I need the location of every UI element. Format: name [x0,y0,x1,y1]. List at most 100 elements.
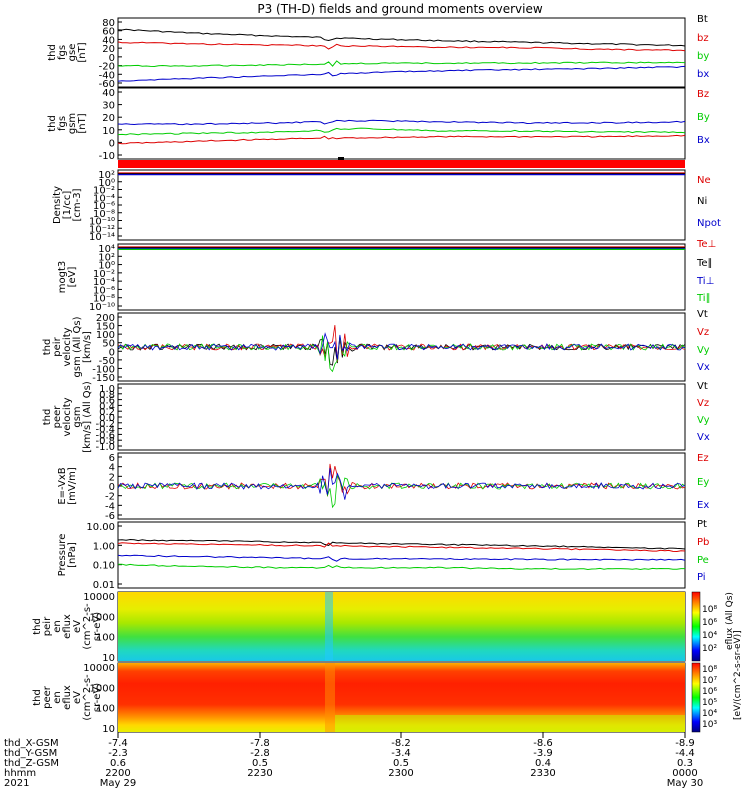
colorbar-label: [eV/(cm^2-s-sr-eV)] [733,630,743,720]
y-tick-label: 10⁰ [98,261,115,272]
x-year-label: 2021 [4,778,29,789]
colorbar-electron [691,662,701,733]
x-row-label: hhmm [4,768,36,779]
y-axis-label: peer [42,685,53,709]
y-axis-label: eV [72,620,83,633]
legend-bz: bz [697,33,709,44]
x-row-value: 0.5 [252,758,268,769]
y-tick-label: 0 [109,482,115,493]
y-tick-label: 0.10 [93,561,115,572]
x-end-date: May 30 [667,778,704,789]
y-axis-label: gsm [72,406,83,427]
y-tick-label: 100 [96,633,115,644]
y-tick-label: 1.0 [99,384,115,395]
y-tick-label: 2 [109,472,115,483]
electron-low-band [335,715,685,732]
legend-Npot: Npot [697,218,721,229]
legend-by: by [697,51,709,62]
series-line-Pt [117,538,686,550]
y-axis-label: [nT] [77,42,88,62]
legend-Vt: Vt [697,309,708,320]
y-tick-label: 60 [102,27,115,38]
x-row-value: -7.8 [250,738,270,749]
y-tick-label: 10000 [83,663,115,674]
legend-Ez: Ez [697,453,709,464]
y-tick-label: -0.4 [95,425,115,436]
y-tick-label: 100 [96,330,115,341]
series-line-By [117,119,686,126]
panel-1-frame [117,17,686,88]
x-row-value: -2.8 [250,748,270,759]
y-tick-label: -0.8 [95,436,115,447]
colorbar-tick: 10⁶ [702,687,717,697]
y-axis-label: peir [52,336,63,356]
y-tick-label: 10⁻⁸ [93,209,115,220]
legend-Ni: Ni [697,196,707,207]
y-axis-label: (cm^2-s- [82,674,93,721]
y-axis-label: thd [42,409,53,426]
y-tick-label: 20 [102,44,115,55]
y-axis-label: thd [42,339,53,356]
series-line-Vt [117,337,686,366]
legend-Vx: Vx [697,362,710,373]
legend-Pb: Pb [697,537,709,548]
series-line-Ey [117,473,686,509]
y-axis-label: gsm [67,113,78,134]
x-row-value: -3.9 [533,748,553,759]
y-tick-label: 10⁻⁶ [93,285,115,296]
y-tick-label: 0.01 [93,580,115,591]
x-row-value: -2.3 [108,748,128,759]
y-tick-label: 10.00 [86,522,115,533]
x-row-value: 0000 [672,768,697,779]
y-tick-label: -0.6 [95,430,115,441]
series-line-bz [117,41,686,52]
y-tick-label: 10000 [83,592,115,603]
colorbar-tick: 10⁸ [702,605,717,615]
y-tick-label: 0 [109,138,115,149]
colorbar-tick: 10⁴ [702,631,717,641]
y-tick-label: 50 [102,339,115,350]
y-tick-label: 0.2 [99,407,115,418]
y-tick-label: -0.2 [95,419,115,430]
colorbar-tick: 10⁵ [702,698,717,708]
y-tick-label: 10⁰ [98,178,115,189]
y-axis-label: [1/cc] [62,191,73,220]
y-tick-label: 150 [96,322,115,333]
colorbar-ion [691,591,701,662]
chart-title: P3 (TH-D) fields and ground moments over… [257,2,542,16]
y-tick-label: 1.00 [93,541,115,552]
y-axis-label: [nPa] [67,542,78,568]
x-row-value: 2330 [530,768,555,779]
x-row-value: 0.6 [110,758,126,769]
x-row-label: thd_Y-GSM [4,748,57,759]
y-tick-label: 30 [102,101,115,112]
colorbar-tick: 10⁶ [702,618,717,628]
x-axis-annotation: thd_X-GSM -7.4 -7.8 -8.2 -8.6 -8.9 thd_Y-GSM -2… [4,732,703,789]
y-axis-label: sr-eV) [92,683,103,712]
flag-marker [338,157,344,160]
y-axis-label: eV [72,691,83,704]
y-tick-label: -60 [99,79,115,90]
legend-Bz: Bz [697,89,709,100]
legend-Pe: Pe [697,555,709,566]
legend-Vz: Vz [697,398,709,409]
x-row-label: thd_X-GSM [4,738,59,749]
series-line-Ez [117,463,686,497]
y-tick-label: 0.6 [99,396,115,407]
panel-4-frame [117,243,686,311]
y-tick-label: 10 [102,653,115,664]
y-tick-label: 10⁻⁴ [93,277,115,288]
x-start-date: May 29 [100,778,137,789]
y-axis-label: [km/s] (All Qs) [82,381,93,453]
spectrogram-group [118,592,685,732]
x-row-value: -8.6 [533,738,553,749]
x-row-value: 2230 [247,768,272,779]
legend-Bx: Bx [697,135,710,146]
y-axis-label: Density [52,186,63,224]
y-axis-label: Pressure [57,534,68,577]
y-axis-label: sr-eV) [92,612,103,641]
y-tick-label: 10⁻² [93,269,115,280]
y-tick-label: 100 [96,704,115,715]
y-tick-label: 10 [102,126,115,137]
